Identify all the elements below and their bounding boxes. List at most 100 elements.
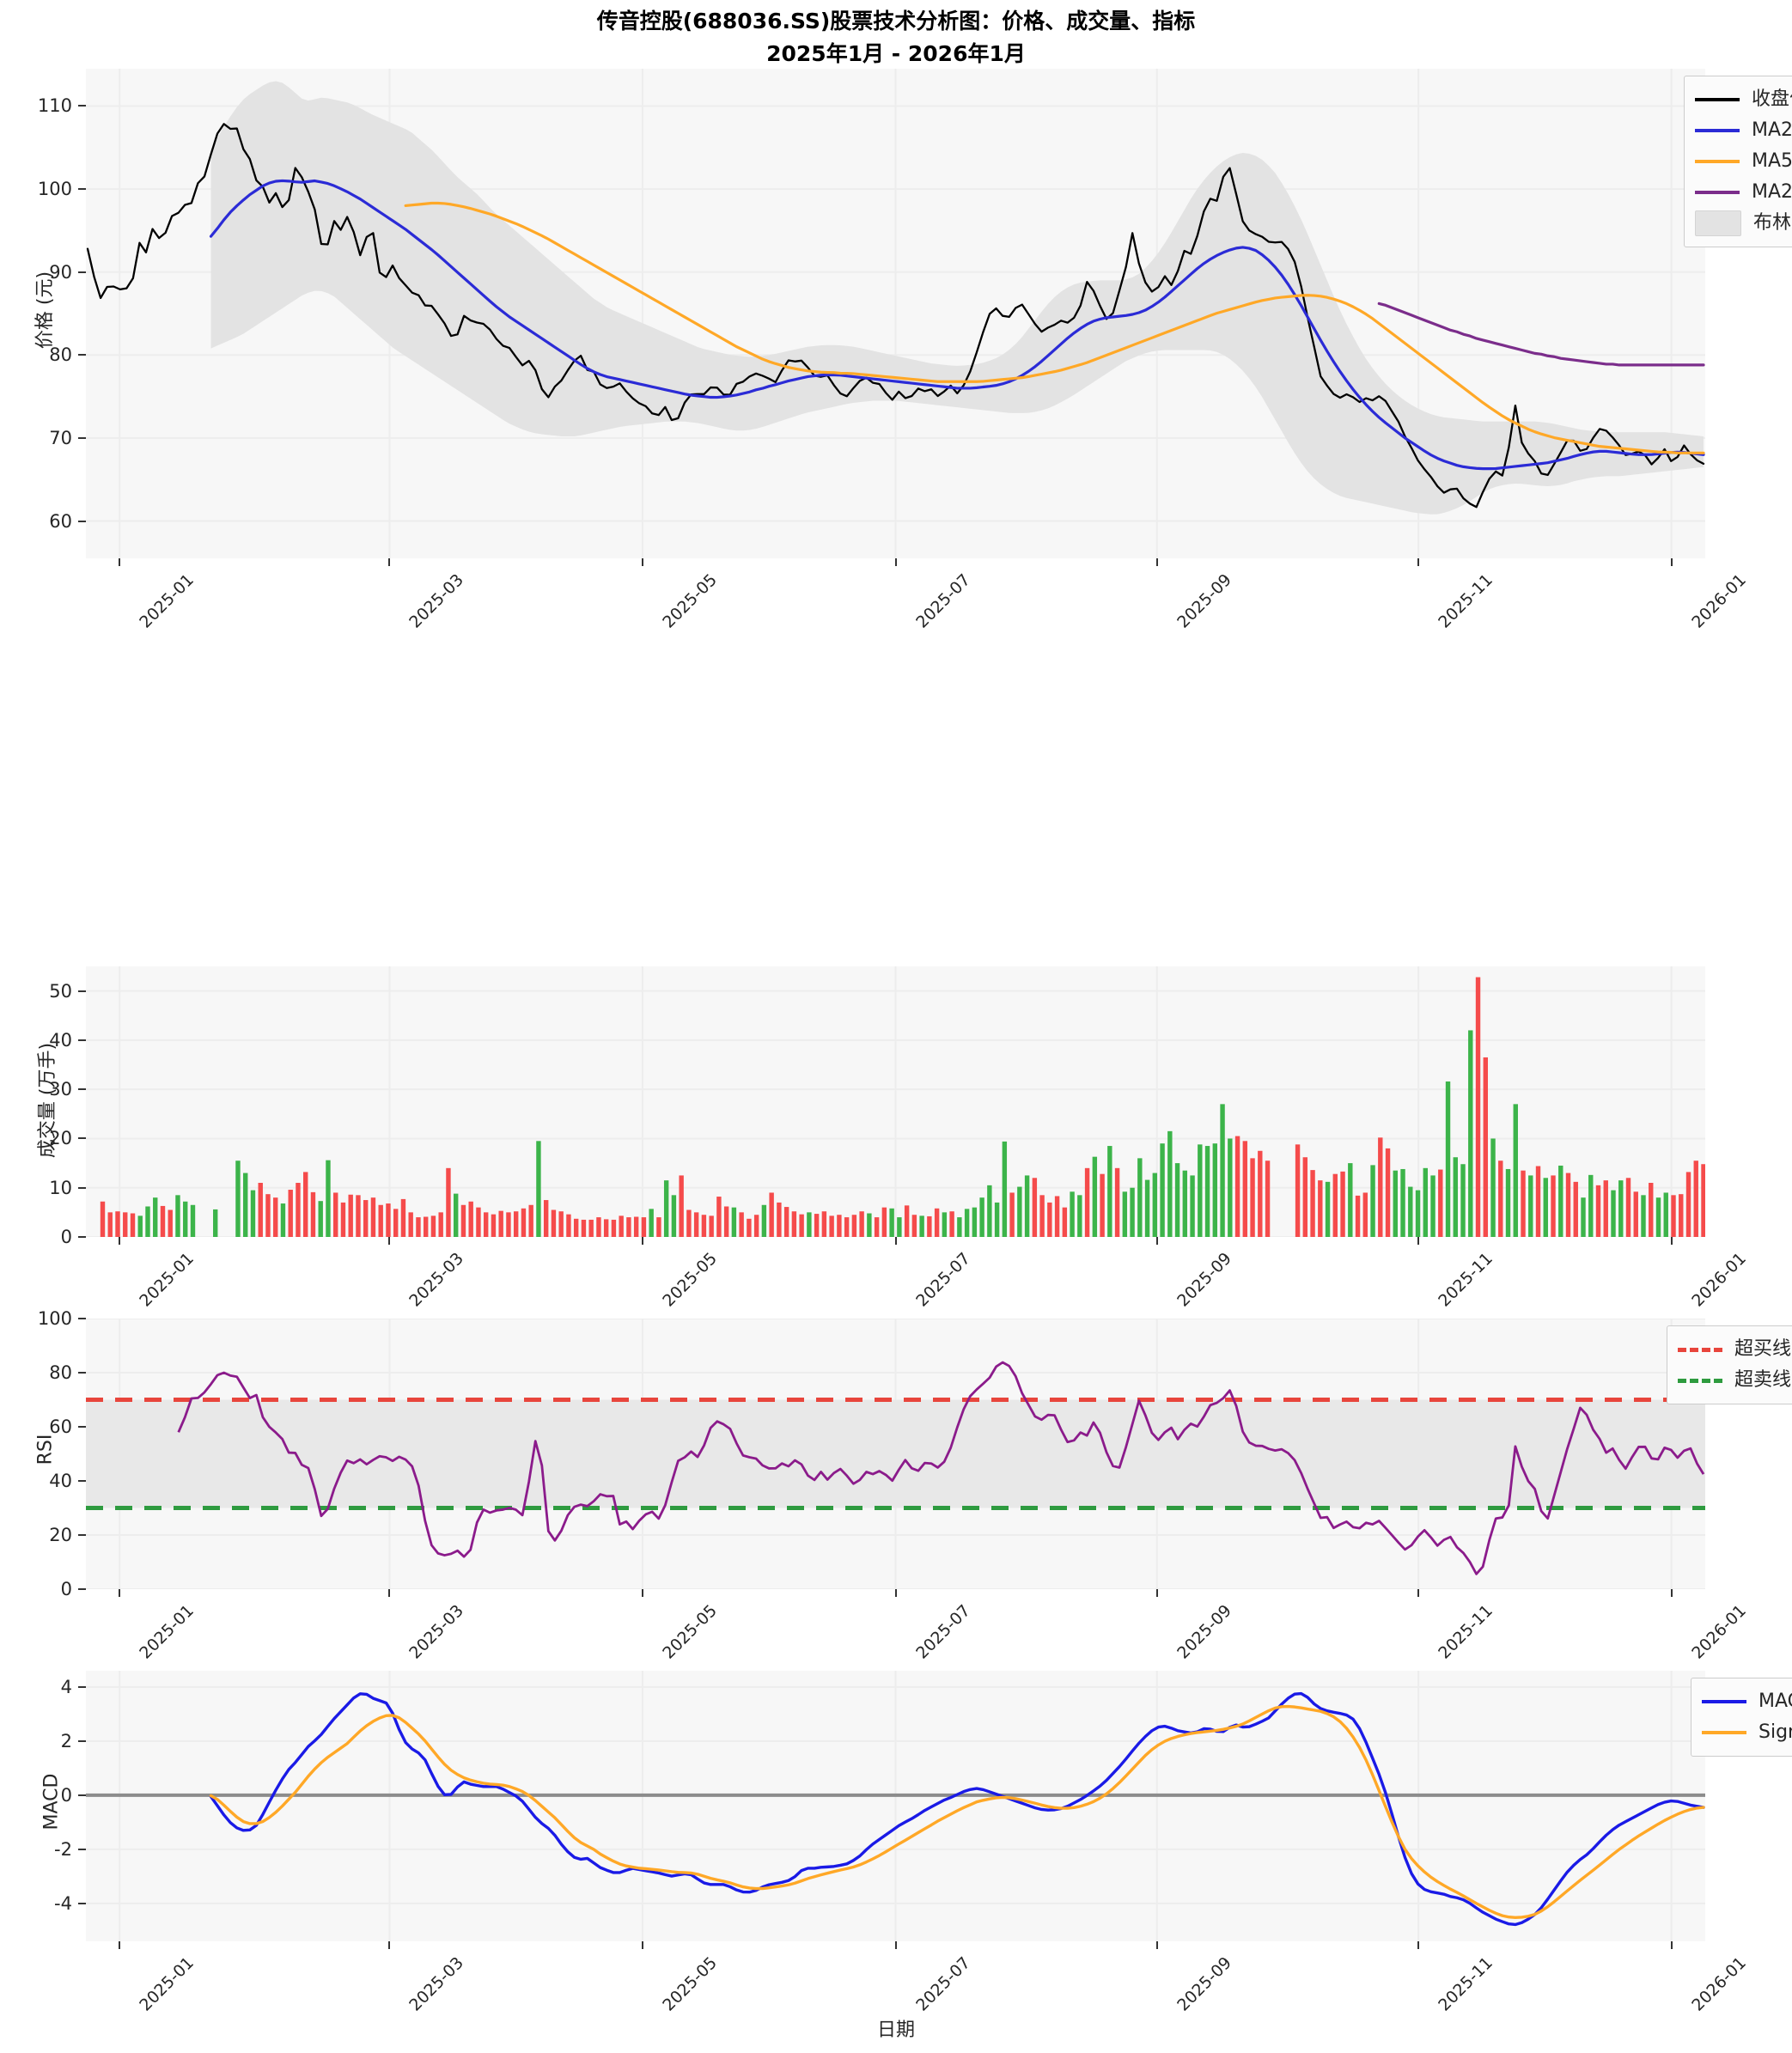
volume-bar <box>739 1212 744 1237</box>
legend-swatch <box>1695 210 1741 236</box>
legend-entry[interactable]: Signal <box>1702 1717 1792 1748</box>
volume-bar <box>693 1212 699 1237</box>
volume-bar <box>1475 977 1481 1237</box>
x-tick-label: 2025-03 <box>405 570 468 632</box>
volume-bar <box>183 1201 188 1237</box>
x-axis-label: 日期 <box>876 2019 915 2041</box>
legend-entry[interactable]: MA200 <box>1695 177 1792 208</box>
legend-swatch <box>1695 129 1740 132</box>
y-tick-mark <box>78 1088 86 1091</box>
volume-bar <box>919 1215 924 1237</box>
x-tick-mark <box>119 558 121 566</box>
legend-entry[interactable]: 布林带 <box>1695 208 1792 239</box>
x-tick-mark <box>388 558 391 566</box>
x-tick-label: 2025-07 <box>911 570 974 632</box>
x-tick-mark <box>119 1941 121 1949</box>
x-tick-mark <box>1417 558 1420 566</box>
macd-plot <box>86 1671 1705 1941</box>
rsi-legend: 超买线(70) 超卖线(30) <box>1667 1325 1792 1404</box>
volume-bar <box>701 1215 707 1237</box>
volume-bar <box>506 1212 511 1237</box>
volume-bar <box>280 1203 286 1237</box>
volume-bar <box>408 1212 413 1237</box>
price-legend: 收盘价 MA20 MA50 MA200 布林带 <box>1684 76 1792 247</box>
volume-bar <box>1649 1183 1654 1237</box>
volume-bar <box>123 1212 128 1237</box>
y-tick-mark <box>78 1534 86 1536</box>
x-tick-mark <box>1155 1589 1158 1597</box>
volume-bar <box>686 1209 692 1237</box>
y-tick-label: 60 <box>49 510 72 532</box>
volume-bar <box>656 1217 661 1237</box>
volume-bar <box>897 1217 902 1237</box>
x-tick-label: 2025-09 <box>1173 1601 1235 1663</box>
volume-bar <box>115 1211 120 1237</box>
x-tick-mark <box>1417 1589 1420 1597</box>
legend-entry[interactable]: MACD <box>1702 1686 1792 1717</box>
volume-bar <box>807 1212 812 1237</box>
volume-bar <box>867 1213 872 1237</box>
volume-bar <box>1024 1175 1030 1237</box>
volume-bar <box>1212 1143 1218 1237</box>
legend-label: 超卖线(30) <box>1734 1369 1792 1391</box>
x-tick-label: 2025-05 <box>659 1953 721 2015</box>
legend-label: MA20 <box>1752 119 1792 141</box>
volume-bar <box>393 1209 399 1237</box>
y-tick-mark <box>78 990 86 992</box>
x-tick-mark <box>641 1941 643 1949</box>
x-tick-label: 2025-07 <box>911 1953 974 2015</box>
y-tick-label: 0 <box>60 1784 72 1806</box>
volume-bar <box>1573 1181 1578 1237</box>
volume-bar <box>1242 1141 1248 1237</box>
volume-bar <box>521 1208 527 1237</box>
volume-bar <box>468 1201 473 1237</box>
volume-bar <box>1535 1166 1541 1237</box>
volume-bar <box>438 1212 443 1237</box>
volume-bar <box>1234 1136 1240 1237</box>
volume-bar <box>1393 1170 1398 1237</box>
x-tick-label: 2025-09 <box>1173 570 1235 632</box>
legend-entry[interactable]: MA50 <box>1695 146 1792 177</box>
volume-bar <box>1258 1150 1263 1237</box>
x-tick-label: 2026-01 <box>1687 570 1750 632</box>
x-tick-mark <box>1417 1941 1420 1949</box>
volume-bar <box>927 1215 932 1237</box>
bollinger-band <box>210 81 1704 515</box>
legend-entry[interactable]: 超卖线(30) <box>1678 1365 1792 1396</box>
legend-label: 超买线(70) <box>1734 1338 1792 1360</box>
y-tick-label: -4 <box>54 1892 72 1914</box>
volume-bar <box>603 1219 609 1237</box>
legend-swatch <box>1695 98 1740 101</box>
volume-bar <box>1144 1179 1150 1237</box>
legend-entry[interactable]: 超买线(70) <box>1678 1334 1792 1365</box>
legend-entry[interactable]: 收盘价 <box>1695 84 1792 115</box>
x-tick-label: 2025-01 <box>136 1953 198 2015</box>
volume-bar <box>318 1201 323 1237</box>
volume-bar <box>423 1216 429 1237</box>
volume-bar <box>137 1215 143 1237</box>
page-title: 传音控股(688036.SS)股票技术分析图：价格、成交量、指标 2025年1月… <box>0 5 1792 70</box>
volume-bar <box>581 1219 587 1237</box>
volume-bar <box>1671 1195 1676 1237</box>
price-panel <box>86 69 1705 558</box>
volume-bar <box>1633 1191 1638 1237</box>
legend-entry[interactable]: MA20 <box>1695 115 1792 146</box>
x-tick-mark <box>119 1589 121 1597</box>
volume-bar <box>1625 1178 1631 1237</box>
title-line-1: 传音控股(688036.SS)股票技术分析图：价格、成交量、指标 <box>596 9 1196 34</box>
volume-bar <box>1152 1173 1158 1237</box>
volume-bar <box>190 1204 196 1237</box>
volume-bar <box>709 1215 714 1237</box>
legend-swatch <box>1695 160 1740 163</box>
volume-bar <box>160 1205 166 1237</box>
volume-bar <box>265 1194 271 1237</box>
x-tick-label: 2025-05 <box>659 1601 721 1663</box>
volume-bar <box>1505 1168 1511 1237</box>
legend-swatch <box>1702 1731 1746 1734</box>
x-tick-mark <box>119 1237 121 1245</box>
title-line-2: 2025年1月 - 2026年1月 <box>766 41 1026 66</box>
volume-bar <box>1107 1146 1112 1237</box>
volume-bar <box>378 1204 383 1237</box>
volume-bar <box>679 1175 684 1237</box>
